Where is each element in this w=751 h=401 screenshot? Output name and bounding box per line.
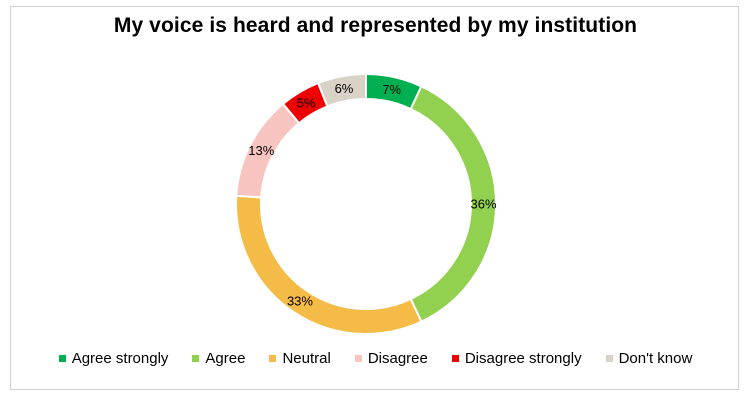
data-label: 5% (297, 95, 316, 110)
data-label: 7% (382, 82, 401, 97)
legend-label: Agree strongly (71, 350, 169, 367)
legend-swatch (605, 355, 613, 362)
legend-swatch (354, 355, 362, 362)
chart-title: My voice is heard and represented by my … (113, 14, 638, 37)
slice-don-t-know (316, 72, 367, 108)
slice-neutral (235, 194, 423, 335)
legend-label: Disagree (367, 350, 428, 367)
legend-label: Neutral (282, 350, 331, 367)
legend-label: Agree (205, 350, 246, 367)
legend-swatch (269, 355, 277, 362)
slice-labels: 7% 36% 33% 13% 5% 6% (248, 81, 497, 309)
legend-swatch (58, 355, 66, 362)
legend-label: Disagree strongly (464, 350, 582, 367)
data-label: 33% (287, 294, 313, 309)
chart-legend: Agree strongly Agree Neutral Disagree Disagr… (0, 350, 751, 367)
legend-swatch (451, 355, 459, 362)
legend-entry: Don't know (605, 350, 693, 367)
legend-entry: Disagree strongly (451, 350, 582, 367)
donut-slices (235, 72, 497, 335)
data-label: 6% (335, 81, 354, 96)
legend-entry: Agree (192, 350, 245, 367)
data-label: 36% (470, 197, 496, 212)
legend-entry: Neutral (269, 350, 331, 367)
data-label: 13% (248, 143, 274, 158)
legend-label: Don't know (618, 350, 693, 367)
legend-swatch (192, 355, 200, 362)
legend-entry: Agree strongly (58, 350, 169, 367)
legend-entry: Disagree (354, 350, 428, 367)
